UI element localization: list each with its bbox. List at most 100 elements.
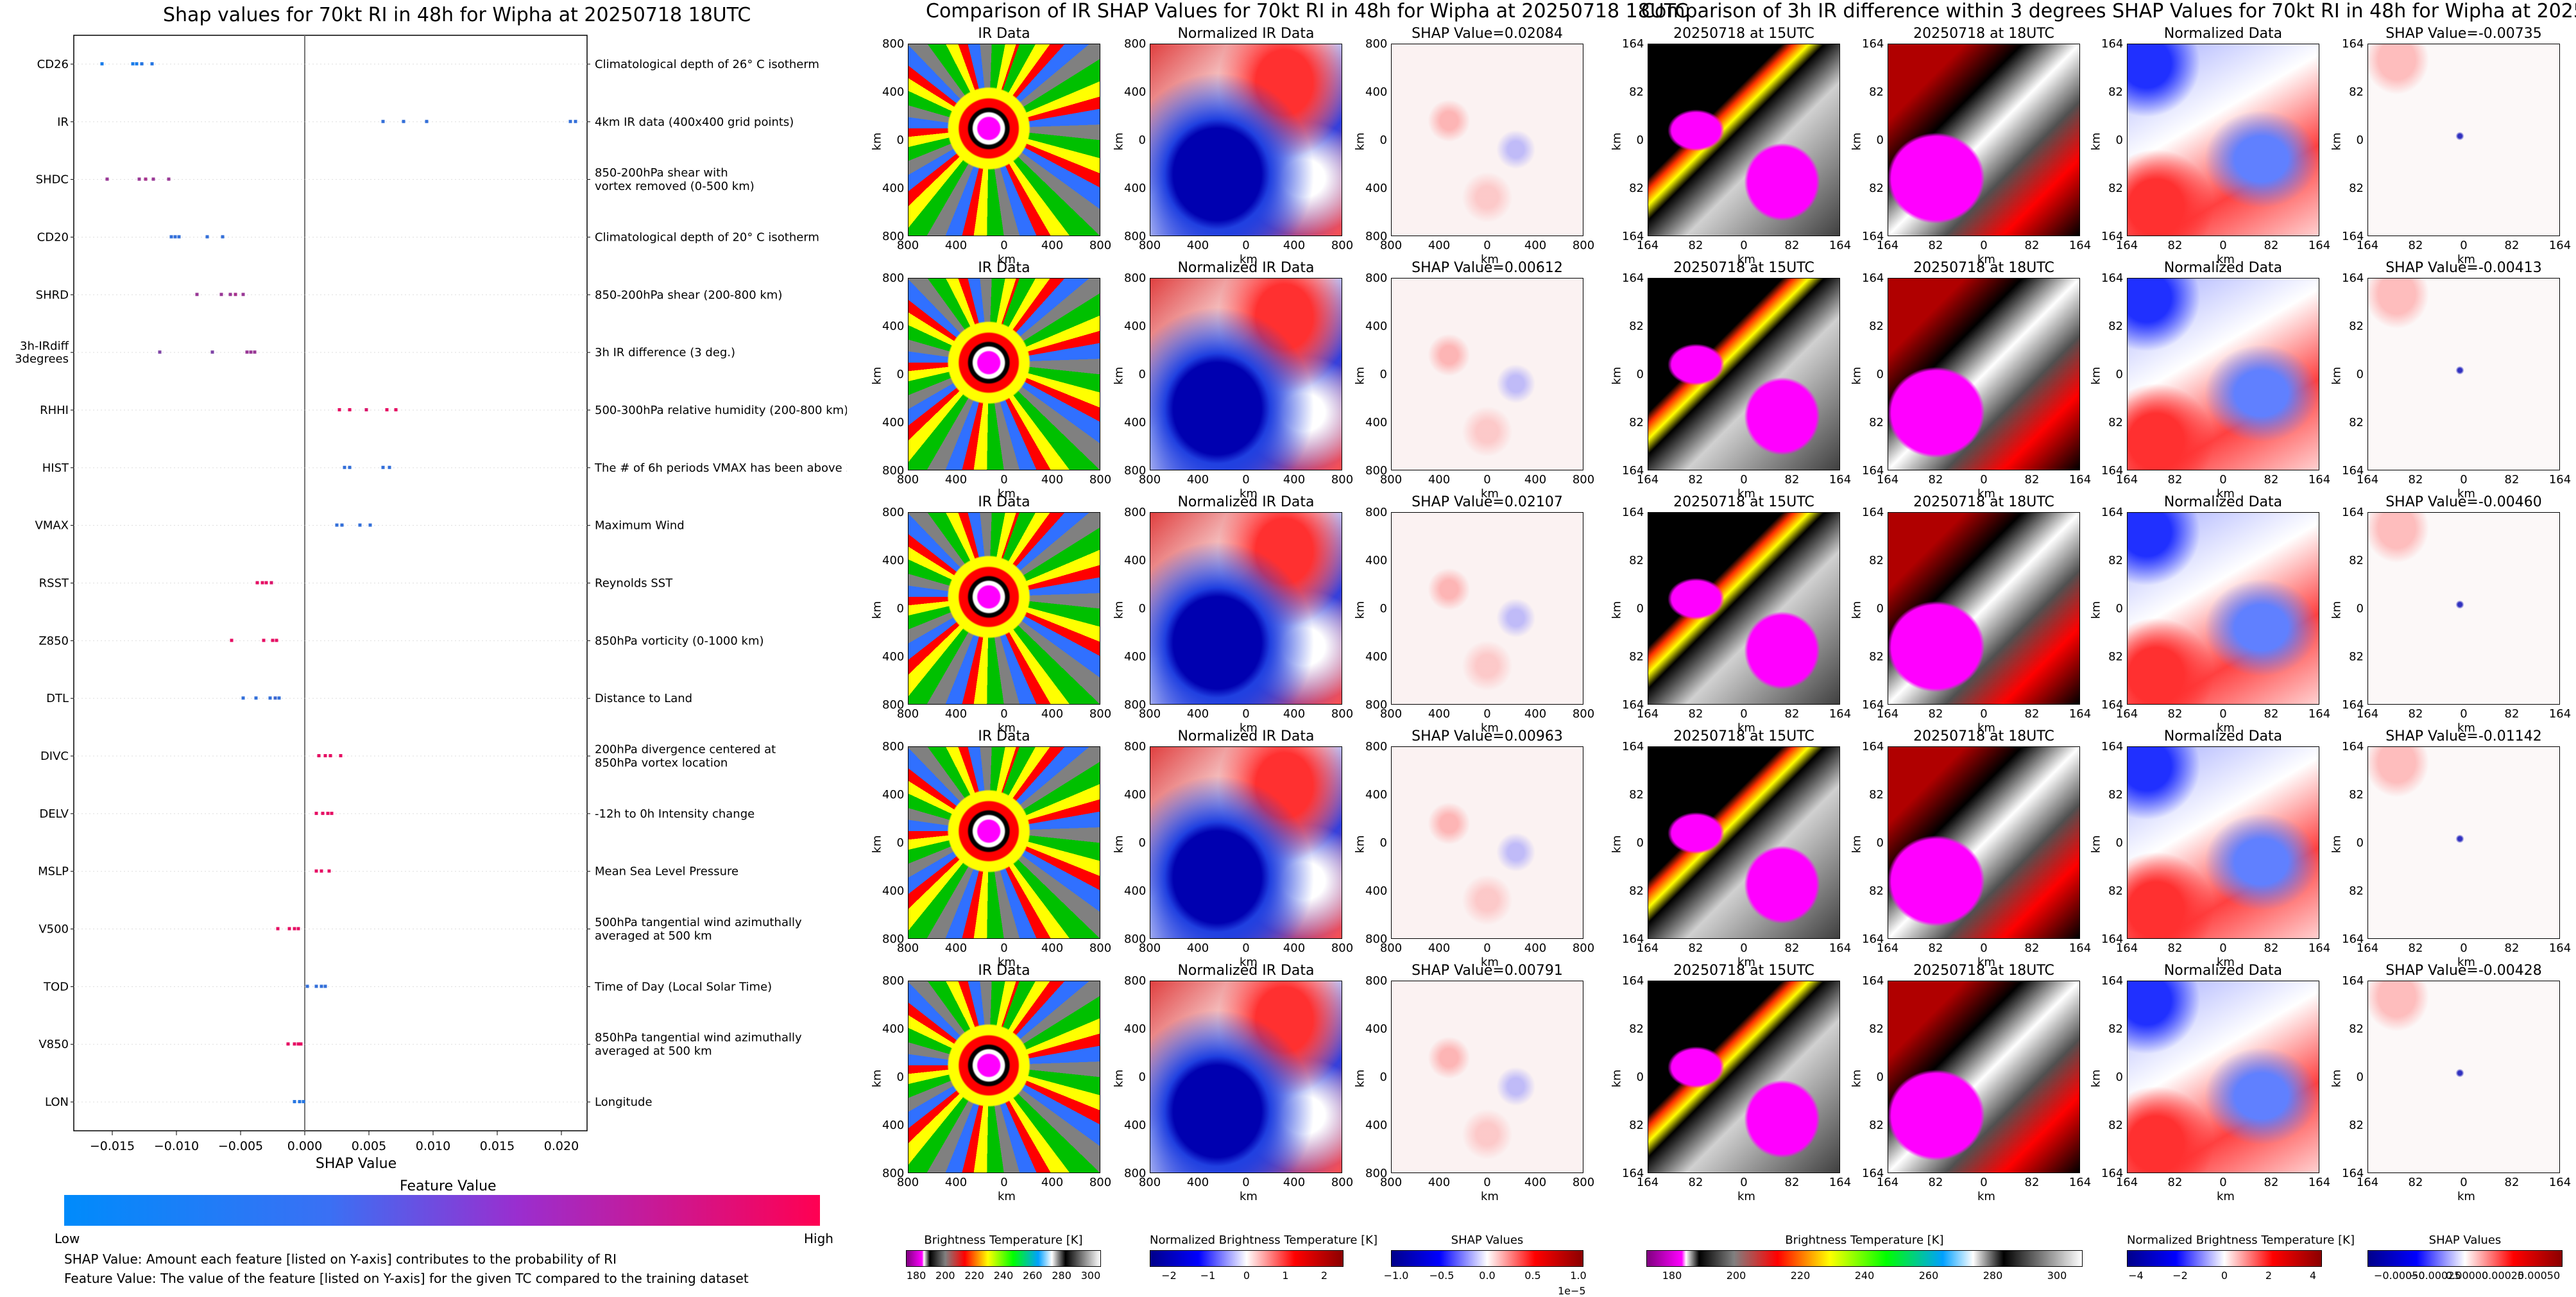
y-tick-label: 400 xyxy=(1365,650,1388,664)
shap-point xyxy=(135,62,139,65)
y-tick-label: 0 xyxy=(2115,602,2123,615)
shap-point xyxy=(234,293,237,296)
panel-title: SHAP Value=0.02107 xyxy=(1412,494,1563,510)
x-tick-label: 800 xyxy=(1138,473,1161,486)
colorbar-tick-label: 280 xyxy=(1052,1269,1071,1282)
y-tick-label: 800 xyxy=(1124,230,1147,243)
feature-description-label: The # of 6h periods VMAX has been above … xyxy=(594,461,847,475)
colorbar-tick-label: 280 xyxy=(1983,1269,2003,1282)
y-tick-label: 0 xyxy=(1636,133,1644,147)
x-tick-label: 82 xyxy=(1784,1176,1800,1189)
y-tick-label: 800 xyxy=(1124,740,1147,753)
y-tick-label: 0 xyxy=(1379,1070,1387,1084)
x-tick-label: 800 xyxy=(1138,941,1161,955)
y-tick-label: 400 xyxy=(1124,1119,1147,1132)
colorbar-tick-label: 1.0 xyxy=(1570,1269,1587,1282)
shap-point xyxy=(327,869,331,873)
x-tick-label: 82 xyxy=(2264,473,2279,486)
y-tick-label: 0 xyxy=(1138,602,1146,615)
colorbar-tick-label: −0.00025 xyxy=(2410,1269,2461,1282)
panel-title: Normalized Data xyxy=(2163,494,2283,510)
x-axis-label: km xyxy=(1977,721,1995,735)
x-tick-label: 82 xyxy=(2264,239,2279,252)
x-tick-label: 400 xyxy=(1186,239,1209,252)
x-tick-label: 164 xyxy=(2115,473,2138,486)
y-tick-label: 400 xyxy=(1124,884,1147,898)
feature-description-label: 850-200hPa shear (200-800 km) xyxy=(595,288,782,302)
shap-point xyxy=(298,1100,302,1104)
y-tick-label: 82 xyxy=(1869,554,1884,567)
x-tick-label: 164 xyxy=(2548,1176,2572,1189)
colorbar-tick-label: 0.5 xyxy=(1524,1269,1541,1282)
x-tick-label: 0 xyxy=(1483,473,1491,486)
x-tick-label: 164 xyxy=(1829,239,1852,252)
y-axis-label: km xyxy=(1112,366,1126,385)
shap-point xyxy=(381,465,385,469)
x-tick-label: 800 xyxy=(1331,941,1354,955)
feature-description-label: vortex removed (0-500 km) xyxy=(595,180,755,193)
y-tick-label: 800 xyxy=(882,464,905,477)
feature-name-label: DTL xyxy=(46,692,69,705)
feature-caption: Feature Value: The value of the feature … xyxy=(64,1271,749,1286)
y-tick-label: 400 xyxy=(1124,650,1147,664)
x-axis-label: km xyxy=(1240,956,1258,969)
shap-point xyxy=(296,1042,300,1046)
shap-point xyxy=(260,581,264,585)
shap-point xyxy=(568,119,572,123)
colorbar xyxy=(906,1250,1101,1267)
shap-point xyxy=(275,639,278,642)
colorbar-tick-label: 0.00050 xyxy=(2518,1269,2561,1282)
x-axis-label: km xyxy=(1481,956,1499,969)
panel-title: 20250718 at 15UTC xyxy=(1673,494,1814,510)
feature-name-label: TOD xyxy=(43,980,69,993)
shap-point xyxy=(321,811,325,815)
feature-description-label: 4km IR data (400x400 grid points) xyxy=(595,116,794,129)
panel-title: 20250718 at 18UTC xyxy=(1913,728,2054,744)
ir-data-image xyxy=(908,512,1100,705)
y-tick-label: 164 xyxy=(2342,1167,2364,1180)
y-tick-label: 0 xyxy=(1379,602,1387,615)
normalized-diff-image xyxy=(2127,512,2319,705)
x-axis-label: km xyxy=(2457,253,2475,266)
y-tick-label: 800 xyxy=(1124,37,1147,51)
y-tick-label: 82 xyxy=(2108,1119,2123,1132)
y-tick-label: 400 xyxy=(882,554,905,567)
x-tick-label: 0 xyxy=(1740,473,1748,486)
x-tick-label: 400 xyxy=(1524,473,1547,486)
x-tick-label: 0 xyxy=(1000,473,1008,486)
y-axis-label: km xyxy=(2089,132,2103,151)
x-tick-label: 164 xyxy=(2548,239,2572,252)
shap-point xyxy=(245,350,249,354)
shap-point xyxy=(335,523,339,527)
y-tick-label: 800 xyxy=(1365,37,1388,51)
colorbar-tick-label: 2 xyxy=(1320,1269,1328,1282)
x-tick-label: 800 xyxy=(1379,473,1403,486)
ir-data-image xyxy=(908,278,1100,470)
diff-shap-image xyxy=(2367,512,2560,705)
y-axis-label: km xyxy=(870,1069,884,1088)
y-tick-label: 164 xyxy=(2342,37,2364,51)
feature-description-label: -12h to 0h Intensity change xyxy=(595,807,755,821)
x-tick-label: 82 xyxy=(1784,941,1800,955)
y-tick-label: 400 xyxy=(1365,85,1388,99)
x-tick-label: 0 xyxy=(1242,473,1250,486)
colorbar xyxy=(2127,1250,2322,1267)
y-axis-label: km xyxy=(1353,1069,1367,1088)
shap-point xyxy=(255,581,259,585)
x-tick-label: 0 xyxy=(1740,239,1748,252)
colorbar-tick-label: 220 xyxy=(964,1269,984,1282)
colorbar-tick-label: 200 xyxy=(935,1269,955,1282)
ir-15utc-image xyxy=(1648,512,1840,705)
x-tick-label: 400 xyxy=(1428,473,1451,486)
y-tick-label: 164 xyxy=(2342,464,2364,477)
y-tick-label: 82 xyxy=(1869,884,1884,898)
shap-point xyxy=(173,235,177,239)
x-tick-label: 800 xyxy=(1331,473,1354,486)
panel-title: Normalized IR Data xyxy=(1177,728,1315,744)
x-axis-label: km xyxy=(998,487,1016,501)
x-tick-label: 0 xyxy=(2460,239,2468,252)
shap-point xyxy=(326,811,330,815)
x-axis-label: km xyxy=(1737,253,1755,266)
x-axis-label: km xyxy=(1737,956,1755,969)
shap-point xyxy=(343,465,346,469)
